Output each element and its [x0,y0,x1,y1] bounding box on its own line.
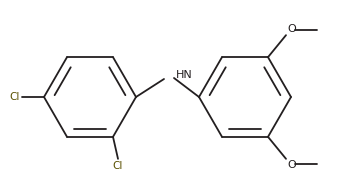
Text: O: O [287,160,296,170]
Text: Cl: Cl [113,161,123,171]
Text: HN: HN [176,70,193,80]
Text: Cl: Cl [10,92,20,102]
Text: O: O [287,24,296,34]
